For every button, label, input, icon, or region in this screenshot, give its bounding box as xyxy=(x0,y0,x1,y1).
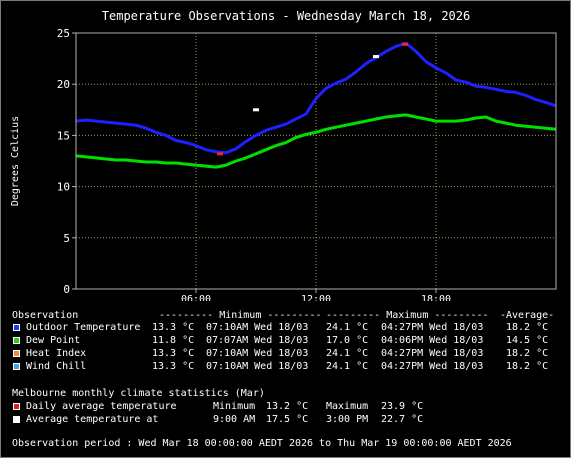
climate-swatch-avg-at xyxy=(13,416,20,423)
plot-border xyxy=(75,32,557,290)
series-line-dew-point xyxy=(75,113,557,169)
climate-time2: 3:00 PM xyxy=(326,414,369,425)
legend-header-observation: Observation xyxy=(12,310,79,321)
legend-swatch-dewpoint xyxy=(13,337,20,344)
climate-heading: Melbourne monthly climate statistics (Ma… xyxy=(12,388,265,399)
chart-title: Temperature Observations - Wednesday Mar… xyxy=(102,9,470,23)
legend-average: 14.5 °C xyxy=(506,335,549,346)
legend-min-time: 07:10AM Wed 18/03 xyxy=(206,361,309,372)
climate-label: Daily average temperature xyxy=(26,401,177,412)
legend-min-time: 07:10AM Wed 18/03 xyxy=(206,348,309,359)
temperature-chart: 0 5 10 15 20 25 06:00 12:00 18:00 Temperature Ob… xyxy=(10,9,557,301)
observation-period: Observation period : Wed Mar 18 00:00:00… xyxy=(12,438,512,449)
legend-header-minimum: --------- Minimum --------- xyxy=(159,310,322,321)
legend-label: Heat Index xyxy=(26,348,87,359)
series-line-outdoor-temperature xyxy=(75,41,557,155)
y-tick-label: 10 xyxy=(57,181,70,194)
legend-min-value: 11.8 °C xyxy=(152,335,195,346)
y-axis-label: Degrees Celcius xyxy=(10,116,21,206)
legend-label: Dew Point xyxy=(26,335,81,346)
climate-value2: 22.7 °C xyxy=(381,414,424,425)
legend-max-time: 04:27PM Wed 18/03 xyxy=(381,361,484,372)
legend-average: 18.2 °C xyxy=(506,348,549,359)
y-tick-label: 5 xyxy=(63,232,70,245)
legend-min-value: 13.3 °C xyxy=(152,361,195,372)
legend-header-maximum: --------- Maximum --------- xyxy=(326,310,489,321)
legend-min-value: 13.3 °C xyxy=(152,322,195,333)
legend-min-time: 07:07AM Wed 18/03 xyxy=(206,335,309,346)
legend-min-value: 13.3 °C xyxy=(152,348,195,359)
legend-label: Wind Chill xyxy=(26,361,87,372)
climate-max-label: Maximum xyxy=(326,401,369,412)
y-tick-label: 0 xyxy=(63,283,70,296)
legend-label: Outdoor Temperature xyxy=(26,322,141,333)
y-tick-label: 15 xyxy=(57,129,70,142)
x-tick-label: 18:00 xyxy=(421,294,451,301)
legend-max-time: 04:27PM Wed 18/03 xyxy=(381,348,484,359)
climate-min-label: Minimum xyxy=(213,401,256,412)
legend-max-value: 17.0 °C xyxy=(326,335,369,346)
climate-swatch-daily xyxy=(13,403,20,410)
climate-marker xyxy=(373,55,379,59)
legend-max-value: 24.1 °C xyxy=(326,348,369,359)
legend-max-value: 24.1 °C xyxy=(326,322,369,333)
legend-swatch-heatindex xyxy=(13,350,20,357)
legend-swatch-windchill xyxy=(13,363,20,370)
series-lines xyxy=(75,41,557,169)
climate-label: Average temperature at xyxy=(26,414,159,425)
climate-marker xyxy=(217,152,223,156)
climate-marker xyxy=(253,108,259,112)
legend-max-time: 04:27PM Wed 18/03 xyxy=(381,322,484,333)
legend-swatch-outdoor xyxy=(13,324,20,331)
climate-max-value: 23.9 °C xyxy=(381,401,424,412)
climate-time1: 9:00 AM xyxy=(213,414,256,425)
y-tick-label: 20 xyxy=(57,78,70,91)
gridlines xyxy=(76,33,556,289)
x-tick-label: 06:00 xyxy=(181,294,211,301)
climate-marker xyxy=(402,42,408,46)
legend-max-time: 04:06PM Wed 18/03 xyxy=(381,335,484,346)
climate-min-value: 13.2 °C xyxy=(266,401,309,412)
legend-max-value: 24.1 °C xyxy=(326,361,369,372)
climate-value1: 17.5 °C xyxy=(266,414,309,425)
axis-ticks: 0 5 10 15 20 25 06:00 12:00 18:00 xyxy=(57,27,451,301)
legend-min-time: 07:10AM Wed 18/03 xyxy=(206,322,309,333)
x-tick-label: 12:00 xyxy=(301,294,331,301)
legend-average: 18.2 °C xyxy=(506,361,549,372)
y-tick-label: 25 xyxy=(57,27,70,40)
legend-header-average: -Average- xyxy=(500,310,555,321)
climate-markers xyxy=(217,42,408,156)
legend-average: 18.2 °C xyxy=(506,322,549,333)
